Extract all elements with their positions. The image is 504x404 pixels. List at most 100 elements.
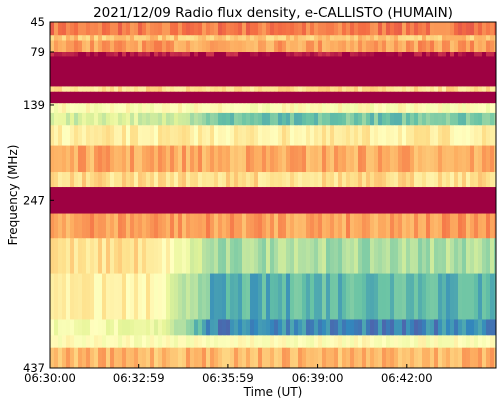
spectrogram-cell [350, 112, 355, 126]
spectrogram-cell [318, 125, 323, 147]
spectrogram-cell [378, 213, 383, 239]
spectrogram-cell [442, 125, 447, 147]
spectrogram-cell [218, 91, 223, 104]
spectrogram-cell [326, 273, 331, 320]
spectrogram-cell [90, 145, 95, 173]
spectrogram-cell [310, 238, 315, 275]
spectrogram-cell [54, 112, 59, 126]
spectrogram-cell [266, 319, 271, 336]
spectrogram-cell [126, 238, 131, 275]
spectrogram-cell [206, 187, 211, 215]
spectrogram-cell [270, 35, 275, 42]
spectrogram-cell [62, 112, 67, 126]
spectrogram-cell [206, 273, 211, 320]
spectrogram-cell [222, 187, 227, 215]
spectrogram-cell [342, 319, 347, 336]
spectrogram-cell [278, 319, 283, 336]
spectrogram-cell [66, 40, 71, 53]
spectrogram-cell [210, 91, 215, 104]
spectrogram-cell [298, 56, 303, 87]
spectrogram-cell [314, 112, 319, 126]
spectrogram-cell [226, 56, 231, 87]
spectrogram-cell [450, 56, 455, 87]
spectrogram-cell [138, 187, 143, 215]
spectrogram-cell [258, 335, 263, 349]
spectrogram-cell [426, 112, 431, 126]
spectrogram-cell [266, 125, 271, 147]
spectrogram-cell [134, 347, 139, 368]
spectrogram-cell [458, 125, 463, 147]
spectrogram-cell [462, 145, 467, 173]
spectrogram-cell [106, 56, 111, 87]
spectrogram-cell [74, 187, 79, 215]
spectrogram-cell [486, 52, 491, 57]
spectrogram-cell [254, 347, 259, 368]
spectrogram-cell [370, 86, 375, 93]
spectrogram-cell [114, 112, 119, 126]
spectrogram-cell [290, 103, 295, 114]
spectrogram-cell [142, 86, 147, 93]
spectrogram-cell [54, 125, 59, 147]
spectrogram-cell [78, 319, 83, 336]
spectrogram-cell [406, 40, 411, 53]
spectrogram-cell [470, 112, 475, 126]
spectrogram-cell [158, 213, 163, 239]
spectrogram-cell [278, 86, 283, 93]
spectrogram-cell [438, 238, 443, 275]
spectrogram-cell [58, 273, 63, 320]
spectrogram-cell [262, 52, 267, 57]
spectrogram-cell [98, 56, 103, 87]
spectrogram-cell [426, 145, 431, 173]
spectrogram-cell [450, 35, 455, 42]
spectrogram-cell [98, 52, 103, 57]
spectrogram-cell [478, 238, 483, 275]
spectrogram-cell [422, 125, 427, 147]
spectrogram-cell [178, 213, 183, 239]
spectrogram-cell [66, 187, 71, 215]
spectrogram-cell [246, 125, 251, 147]
spectrogram-cell [82, 22, 87, 36]
spectrogram-cell [142, 40, 147, 53]
spectrogram-cell [442, 213, 447, 239]
spectrogram-cell [218, 112, 223, 126]
spectrogram-cell [414, 40, 419, 53]
spectrogram-cell [290, 91, 295, 104]
spectrogram-cell [290, 40, 295, 53]
spectrogram-cell [258, 213, 263, 239]
spectrogram-cell [338, 112, 343, 126]
spectrogram-cell [190, 125, 195, 147]
spectrogram-cell [138, 22, 143, 36]
spectrogram-cell [86, 56, 91, 87]
spectrogram-cell [382, 35, 387, 42]
spectrogram-cell [218, 145, 223, 173]
spectrogram-cell [454, 273, 459, 320]
spectrogram-cell [306, 187, 311, 215]
spectrogram-cell [466, 91, 471, 104]
spectrogram-cell [94, 145, 99, 173]
spectrogram-cell [214, 112, 219, 126]
spectrogram-cell [478, 335, 483, 349]
spectrogram-cell [490, 91, 495, 104]
spectrogram-cell [286, 91, 291, 104]
spectrogram-cell [178, 22, 183, 36]
spectrogram-cell [130, 52, 135, 57]
spectrogram-cell [206, 56, 211, 87]
spectrogram-cell [246, 238, 251, 275]
spectrogram-cell [210, 35, 215, 42]
spectrogram-cell [334, 319, 339, 336]
spectrogram-cell [494, 112, 496, 126]
spectrogram-cell [494, 145, 496, 173]
spectrogram-cell [478, 91, 483, 104]
spectrogram-cell [342, 91, 347, 104]
spectrogram-cell [54, 22, 59, 36]
spectrogram-cell [250, 91, 255, 104]
spectrogram-cell [322, 22, 327, 36]
spectrogram-cell [122, 172, 127, 188]
spectrogram-cell [410, 103, 415, 114]
spectrogram-cell [486, 335, 491, 349]
spectrogram-cell [286, 335, 291, 349]
spectrogram-cell [162, 273, 167, 320]
spectrogram-cell [254, 172, 259, 188]
spectrogram-cell [346, 319, 351, 336]
spectrogram-cell [302, 213, 307, 239]
